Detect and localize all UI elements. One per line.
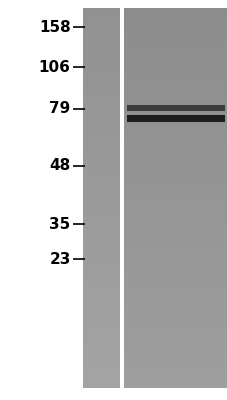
Bar <box>127 115 224 122</box>
Text: 106: 106 <box>39 60 70 75</box>
Text: 158: 158 <box>39 20 70 35</box>
Text: 79: 79 <box>49 101 70 116</box>
Text: 48: 48 <box>49 158 70 174</box>
Text: 35: 35 <box>49 216 70 232</box>
Text: 23: 23 <box>49 252 70 267</box>
Bar <box>127 106 224 110</box>
